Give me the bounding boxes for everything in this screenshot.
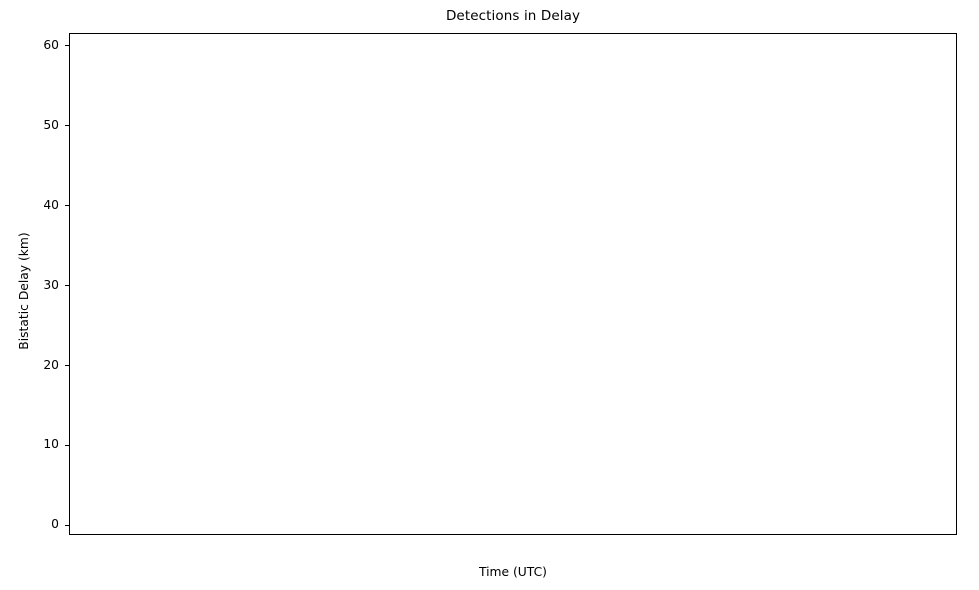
- scatter-series: [70, 34, 957, 535]
- page-title: Detections in Delay: [445, 8, 581, 24]
- y-tick-mark: [65, 365, 69, 367]
- y-tick-mark: [65, 444, 69, 447]
- scatter-marker-layer: [70, 34, 956, 534]
- y-tick-mark: [65, 285, 69, 287]
- y-axis-label: Bistatic Delay (km): [17, 232, 31, 350]
- y-tick-mark: [65, 205, 69, 207]
- y-tick-label: 20: [43, 357, 59, 372]
- y-tick-mark: [65, 45, 69, 47]
- plot-area: [69, 33, 957, 535]
- y-tick-mark: [65, 125, 69, 127]
- y-tick-mark: [65, 524, 69, 526]
- y-tick-label: 0: [51, 517, 59, 532]
- y-tick-label: 50: [43, 117, 59, 132]
- y-tick-label: 30: [43, 277, 59, 292]
- y-tick-label: 60: [43, 37, 59, 52]
- x-axis-label: Time (UTC): [479, 565, 547, 579]
- y-tick-label: 40: [43, 197, 59, 212]
- y-tick-label: 10: [43, 437, 59, 452]
